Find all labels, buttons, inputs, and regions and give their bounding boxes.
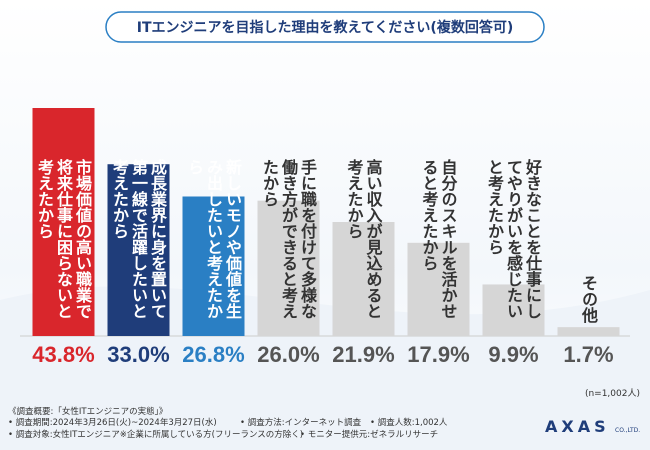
value-label: 1.7% [563,342,614,367]
footer-item: • 調査方法:インターネット調査 [240,418,362,428]
footer-heading: 《調査概要:「女性ITエンジニアの実態」》 [8,407,168,417]
bar-category-label: 新しいモノや価値を生み出したいと考えたから [185,159,242,319]
value-label: 43.8% [32,342,95,367]
logo-suffix: CO.,LTD. [615,427,640,434]
value-label: 33.0% [107,342,170,367]
footer-item: • 調査対象:女性ITエンジニア※企業に所属している方(フリーランスの方除く) [8,430,304,440]
bar-category-label: 好きなことを仕事にしてやりがいを感じたいと考えたから [485,159,542,319]
bar [182,196,245,336]
bar [257,200,320,336]
bar [407,242,470,336]
logo: AXAS [545,417,610,436]
footer-item: • モニター提供元:ゼネラルリサーチ [300,430,439,440]
bar-category-label: 市場価値の高い職業で将来仕事に困らないと考えたから [35,159,92,319]
title-pill [105,11,545,43]
bar-category-label: 高い収入が見込めると考えたから [344,159,383,319]
value-label: 26.8% [182,342,245,367]
bar [32,108,95,336]
value-label: 17.9% [407,342,470,367]
chart-title: ITエンジニアを目指した理由を教えてください(複数回答可) [137,19,513,36]
bar-category-label: 自分のスキルを活かせると考えたから [419,159,458,319]
bar [482,284,545,336]
bar-category-label: 手に職を付けて多様な働き方ができると考えたから [260,159,317,319]
footer-item: • 調査人数:1,002人 [370,418,448,428]
bar-category-label: その他 [579,274,598,323]
bar-category-label: 成長業界に身を置いて第一線で活躍したいと考えたから [110,159,167,319]
value-label: 9.9% [488,342,539,367]
sample-note: (n=1,002人) [585,388,640,399]
footer-item: • 調査期間:2024年3月26日(火)~2024年3月27日(水) [8,418,217,428]
bar [557,327,620,336]
bar [107,164,170,336]
bar [332,222,395,336]
value-label: 26.0% [257,342,320,367]
value-label: 21.9% [332,342,395,367]
